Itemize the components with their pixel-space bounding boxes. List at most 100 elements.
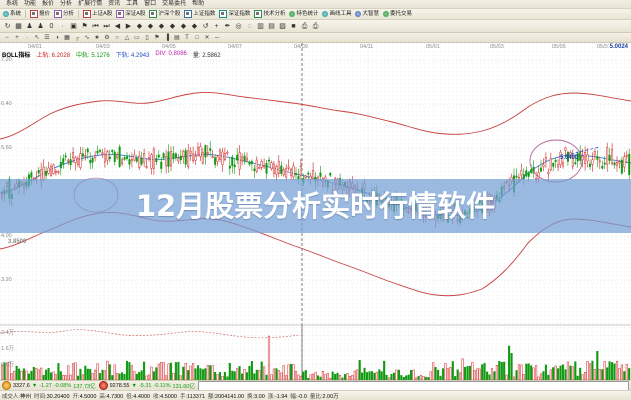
- grid-icon[interactable]: ▦: [15, 22, 22, 30]
- toolbar-button-sz-index[interactable]: 深证指数: [217, 9, 252, 19]
- minimize-icon[interactable]: ─: [214, 34, 220, 41]
- ticker-item-2[interactable]: 9278.55 ▼ -5.31 -0.11% 131.60亿: [98, 381, 195, 390]
- indicator-name: BOLL指标: [2, 52, 31, 59]
- toolbar-button-sz-a[interactable]: 深证A股: [114, 9, 147, 19]
- ticker-search-input[interactable]: [197, 380, 629, 391]
- grid2-icon[interactable]: ▦: [64, 35, 70, 41]
- person-alt-icon[interactable]: ♟: [37, 22, 44, 30]
- peak-price-annotation: 5.6400: [560, 155, 579, 161]
- price-tick-label: 3.20: [1, 277, 12, 283]
- layers-icon[interactable]: ☰: [44, 35, 50, 41]
- tri-icon[interactable]: △: [124, 35, 130, 41]
- toolbar-button-stocks[interactable]: 沪深个股: [147, 9, 182, 19]
- palette-icon[interactable]: ◑: [55, 34, 59, 41]
- camera-icon[interactable]: ◎: [235, 22, 242, 30]
- ticker-amount: 137.73亿: [73, 383, 96, 390]
- menu-item-extended[interactable]: 扩展行情: [78, 1, 103, 7]
- printer2-icon[interactable]: ⎙: [312, 22, 319, 30]
- status-field: 手:113371: [179, 393, 205, 400]
- number-icon[interactable]: 0: [49, 22, 54, 30]
- menu-item-info[interactable]: 资讯: [108, 1, 121, 7]
- promo-overlay-text: 12月股票分析实时行情软件: [135, 189, 496, 223]
- chart-icon[interactable]: ▨: [279, 22, 286, 30]
- promo-overlay-banner: 12月股票分析实时行情软件: [0, 179, 631, 233]
- status-field: 量比:2.00万: [309, 393, 339, 400]
- lock-icon[interactable]: ▯: [145, 35, 149, 41]
- status-field: 高:4.7300: [99, 393, 124, 400]
- toolbar-button-quote[interactable]: 报价: [28, 9, 52, 19]
- toolbar-button-analysis[interactable]: 分析: [52, 9, 76, 19]
- toolbar-label: 深证指数: [228, 10, 251, 17]
- menu-item-function[interactable]: 功能: [24, 1, 37, 7]
- note-icon[interactable]: ▭: [134, 35, 140, 41]
- price-tick-label: 5.60: [1, 145, 12, 151]
- menu-item-quote[interactable]: 报价: [42, 1, 55, 7]
- toolbar-button-system[interactable]: 系统: [1, 9, 23, 19]
- star-icon[interactable]: ★: [94, 35, 100, 41]
- tech-icon: [254, 10, 263, 18]
- menu-item-trade[interactable]: 交易委托: [162, 1, 187, 7]
- refresh-icon[interactable]: ↻: [4, 22, 11, 30]
- toolbar-button-statistics[interactable]: 特色统计: [287, 9, 320, 19]
- index-sz-icon: [219, 10, 228, 18]
- table-icon[interactable]: ▤: [174, 35, 180, 41]
- cursor-icon[interactable]: ↖: [34, 35, 40, 41]
- person-icon[interactable]: ♟: [26, 22, 33, 30]
- win-icon[interactable]: □: [195, 34, 199, 41]
- diamond5-icon[interactable]: ◆: [180, 22, 187, 30]
- monitor-icon[interactable]: ▤: [268, 22, 275, 30]
- diamond2-icon[interactable]: ◆: [147, 22, 154, 30]
- toolbar-button-sh-index[interactable]: 上证指数: [182, 9, 217, 19]
- diamond4-icon[interactable]: ◆: [169, 22, 176, 30]
- disk-icon[interactable]: ■: [291, 22, 296, 30]
- dot2-icon[interactable]: ·: [26, 34, 28, 41]
- first-page-icon[interactable]: ⏮: [92, 22, 99, 30]
- barchart-icon[interactable]: ▐: [164, 34, 170, 41]
- flag-icon[interactable]: ⚑: [81, 22, 88, 30]
- last-page-icon[interactable]: ⏭: [103, 22, 110, 30]
- diamond6-icon[interactable]: ◆: [191, 22, 198, 30]
- menu-item-analysis[interactable]: 分析: [60, 1, 73, 7]
- left-price-annotation: 3.8500: [8, 239, 27, 245]
- zoom-in-icon[interactable]: +: [15, 34, 19, 41]
- save-icon[interactable]: ▥: [257, 22, 264, 30]
- ticker-badge-icon: [2, 381, 11, 390]
- toolbar-button-trade[interactable]: 委托交易: [381, 9, 414, 19]
- circle2-icon[interactable]: ○: [115, 34, 119, 41]
- status-field: 成交人:神州: [2, 393, 32, 400]
- print-icon[interactable]: ⎙: [301, 22, 308, 30]
- diamond-icon[interactable]: ◆: [136, 22, 143, 30]
- toolbar-button-draw[interactable]: 画线工具: [320, 9, 353, 19]
- zoom-out-icon[interactable]: −: [5, 34, 9, 41]
- diamond3-icon[interactable]: ◆: [158, 22, 165, 30]
- circle-arrow-icon[interactable]: ↺: [202, 22, 209, 30]
- text-icon[interactable]: T: [185, 34, 189, 41]
- volume-tick-label: 1.6万: [1, 346, 15, 352]
- menu-item-window[interactable]: 窗口: [144, 1, 157, 7]
- globe-icon[interactable]: ◌: [247, 22, 252, 30]
- ticker-change-2: -5.31: [138, 382, 152, 389]
- window-icon[interactable]: ▣: [70, 22, 77, 30]
- gear-icon[interactable]: ⚙: [104, 35, 110, 41]
- next-icon[interactable]: ▶: [125, 22, 132, 30]
- stat-icon: [289, 11, 296, 17]
- prev-icon[interactable]: ◀: [114, 22, 121, 30]
- status-field: 额:2004141.00: [207, 393, 245, 400]
- toolbar-label: 大智慧: [362, 10, 379, 17]
- toolbar-button-sh-a[interactable]: 上证A股: [81, 9, 114, 19]
- add-icon[interactable]: +: [214, 22, 219, 30]
- brush-icon[interactable]: ✒: [224, 22, 231, 30]
- date-tick-label: 05/05: [552, 44, 566, 50]
- wave-icon[interactable]: ∿: [84, 35, 90, 41]
- menu-item-system[interactable]: 系统: [6, 1, 19, 7]
- toolbar-button-dzh[interactable]: 大智慧: [353, 9, 381, 19]
- menu-item-tools[interactable]: 工具: [126, 1, 139, 7]
- flagred-icon[interactable]: ⚑: [154, 35, 160, 41]
- close2-icon[interactable]: ✕: [204, 35, 210, 41]
- toolbar-button-technical[interactable]: 技术分析: [252, 9, 287, 19]
- menu-item-help[interactable]: 帮助: [192, 1, 205, 7]
- ticker-item-1[interactable]: 3327.6 ▼ -1.27 -0.08% 137.73亿: [2, 381, 96, 390]
- dot-icon[interactable]: ·: [61, 22, 64, 30]
- ruler-icon[interactable]: ┌: [74, 34, 80, 41]
